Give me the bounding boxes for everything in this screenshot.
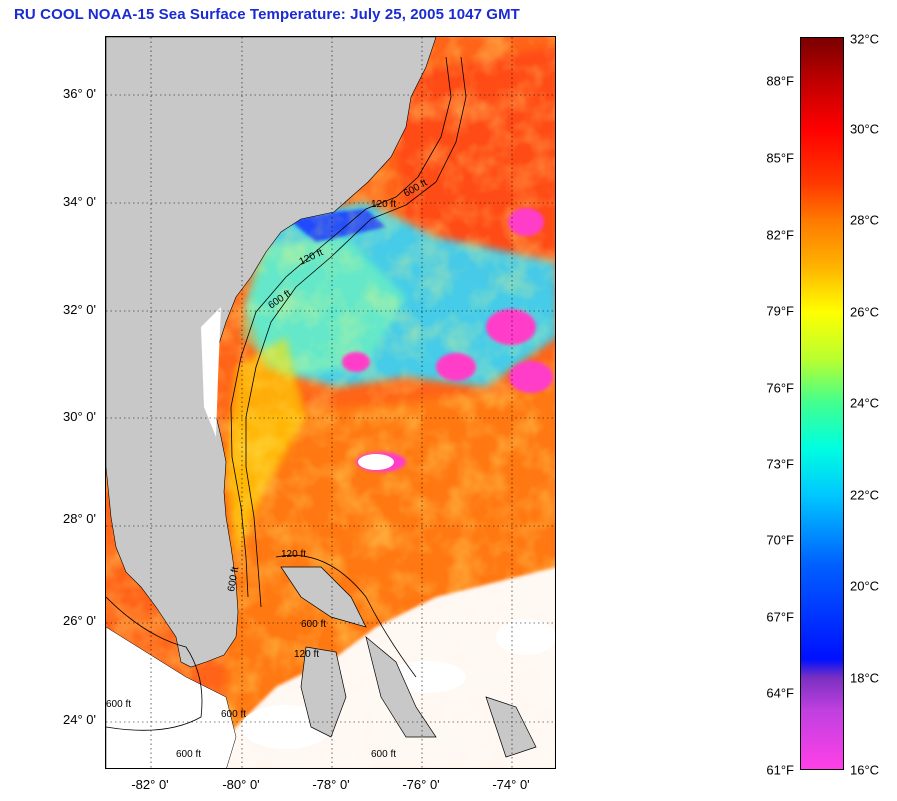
lat-label: 32° 0' bbox=[63, 302, 96, 317]
colorbar-gradient bbox=[800, 37, 844, 770]
fahrenheit-label: 61°F bbox=[766, 762, 794, 778]
fahrenheit-label: 88°F bbox=[766, 73, 794, 89]
lat-label: 36° 0' bbox=[63, 86, 96, 101]
lon-label: -80° 0' bbox=[222, 777, 260, 792]
fahrenheit-label: 82°F bbox=[766, 227, 794, 243]
lon-label: -74° 0' bbox=[492, 777, 530, 792]
map-grid bbox=[106, 37, 555, 768]
lon-label: -78° 0' bbox=[312, 777, 350, 792]
bahamas-banks bbox=[280, 566, 537, 758]
celsius-label: 24°C bbox=[850, 395, 880, 411]
fahrenheit-label: 76°F bbox=[766, 380, 794, 396]
contour-label: 120 ft bbox=[371, 199, 396, 210]
temperature-colorbar bbox=[800, 37, 844, 770]
contour-label: 120 ft bbox=[281, 549, 306, 560]
contour-label: 600 ft bbox=[301, 619, 326, 630]
contour-label: 600 ft bbox=[106, 699, 131, 710]
bathymetry-contours bbox=[106, 56, 467, 731]
fahrenheit-label: 67°F bbox=[766, 609, 794, 625]
sst-map[interactable]: 120 ft 120 ft 600 ft 600 ft 120 ft 600 f… bbox=[105, 36, 556, 769]
celsius-label: 28°C bbox=[850, 212, 880, 228]
lat-label: 26° 0' bbox=[63, 613, 96, 628]
fahrenheit-label: 73°F bbox=[766, 456, 794, 472]
celsius-label: 30°C bbox=[850, 121, 880, 137]
contour-label: 600 ft bbox=[226, 566, 241, 593]
fahrenheit-label: 79°F bbox=[766, 303, 794, 319]
lat-label: 30° 0' bbox=[63, 409, 96, 424]
celsius-label: 22°C bbox=[850, 487, 880, 503]
keys-shelf bbox=[106, 626, 237, 768]
contour-label: 600 ft bbox=[371, 749, 396, 760]
lat-label: 34° 0' bbox=[63, 194, 96, 209]
fahrenheit-label: 85°F bbox=[766, 150, 794, 166]
celsius-label: 26°C bbox=[850, 304, 880, 320]
fahrenheit-label: 70°F bbox=[766, 532, 794, 548]
contour-label: 600 ft bbox=[176, 749, 201, 760]
lon-label: -82° 0' bbox=[131, 777, 169, 792]
celsius-label: 32°C bbox=[850, 31, 880, 47]
map-title: RU COOL NOAA-15 Sea Surface Temperature:… bbox=[14, 6, 520, 23]
fahrenheit-label: 64°F bbox=[766, 685, 794, 701]
contour-label: 120 ft bbox=[294, 649, 319, 660]
lat-label: 24° 0' bbox=[63, 712, 96, 727]
land-mainland bbox=[106, 37, 437, 668]
contour-label: 600 ft bbox=[221, 709, 246, 720]
celsius-label: 16°C bbox=[850, 762, 880, 778]
celsius-label: 18°C bbox=[850, 670, 880, 686]
celsius-label: 20°C bbox=[850, 578, 880, 594]
florida-shelf bbox=[201, 307, 221, 437]
lon-label: -76° 0' bbox=[402, 777, 440, 792]
lat-label: 28° 0' bbox=[63, 511, 96, 526]
